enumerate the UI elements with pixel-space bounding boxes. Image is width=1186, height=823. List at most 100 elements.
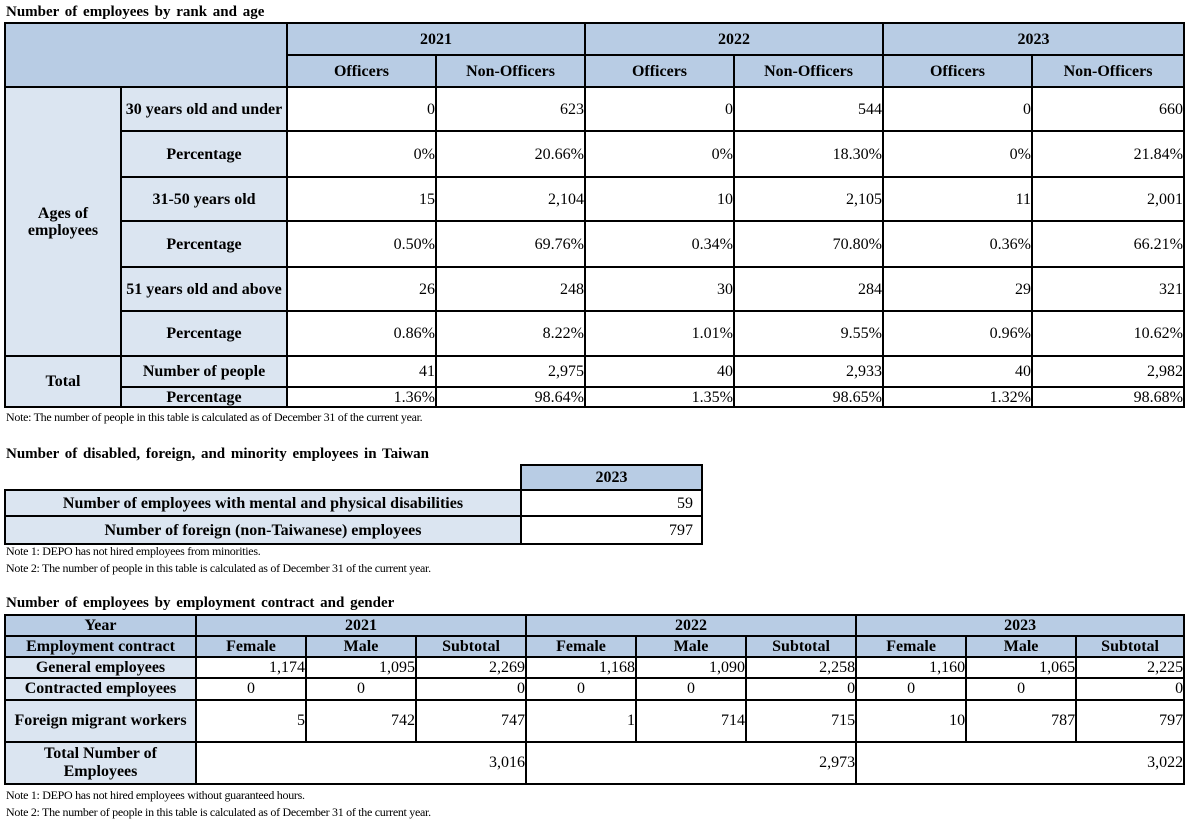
cell: 0 [965,677,1078,701]
table-row: Number of foreign (non-Taiwanese) employ… [4,515,703,545]
row-label: 30 years old and under [120,86,288,132]
row-label: Foreign migrant workers [4,699,197,743]
cell: 797 [520,515,703,545]
cell: 20.66% [435,130,586,178]
table-row: Percentage 1.36% 98.64% 1.35% 98.65% 1.3… [5,386,1185,408]
total-cell: 3,022 [855,741,1186,785]
cell: 1,160 [855,656,968,679]
row-label: Percentage [120,130,288,178]
ages-group-label: Ages of employees [4,86,122,357]
cell: 0 [305,677,417,701]
diversity-note-2: Note 2: The number of people in this tab… [6,561,431,575]
table-row: 51 years old and above 26 248 30 284 29 … [5,266,1185,312]
cell: 15 [286,176,437,222]
row-label: 51 years old and above [120,266,288,312]
total-cell: 2,973 [525,741,858,785]
cell: 660 [1031,86,1185,132]
table-row: Number of employees with mental and phys… [4,489,703,517]
subtotal-header: Subtotal [414,635,528,658]
cell: 0 [286,86,437,132]
cell: 10.62% [1031,310,1185,357]
year-header: 2022 [584,22,884,56]
male-header: Male [635,635,748,658]
row-label: Number of people [120,355,288,388]
cell: 5 [195,699,307,743]
female-header: Female [195,635,307,658]
cell: 40 [584,355,735,388]
rank-age-table: 2021 2022 2023 Officers Non-Officers Off… [4,22,1185,408]
officers-header: Officers [584,54,735,88]
subtotal-header: Subtotal [745,635,858,658]
diversity-note-1: Note 1: DEPO has not hired employees fro… [6,544,261,558]
cell: 1,090 [635,656,748,679]
cell: 1,174 [195,656,307,679]
cell: 8.22% [435,310,586,357]
cell: 742 [305,699,417,743]
table-row: Total Number of people 41 2,975 40 2,933… [4,355,1185,408]
non-officers-header: Non-Officers [435,54,586,88]
cell: 69.76% [435,220,586,268]
table-row: Percentage 0% 20.66% 0% 18.30% 0% 21.84% [5,130,1185,178]
cell: 40 [882,355,1033,388]
total-group-label: Total [4,355,122,408]
row-label: General employees [4,656,197,679]
cell: 544 [733,86,884,132]
rank-age-table-title: Number of employees by rank and age [6,4,265,20]
cell: 0.50% [286,220,437,268]
row-label: Number of employees with mental and phys… [4,489,522,517]
table-row: 31-50 years old 15 2,104 10 2,105 11 2,0… [5,176,1185,222]
year-header: 2023 [855,614,1186,637]
row-label: Total Number of Employees [4,741,197,785]
total-cell: 3,016 [194,741,528,785]
cell: 2,269 [414,656,528,679]
cell: 30 [584,266,735,312]
year-header: 2021 [194,614,528,637]
cell: 0.86% [286,310,437,357]
cell: 2,001 [1031,176,1185,222]
officers-header: Officers [882,54,1033,88]
cell: 2,225 [1075,656,1186,679]
table-row: Ages of employees 30 years old and under… [4,86,1185,357]
row-label: Contracted employees [4,677,197,701]
non-officers-header: Non-Officers [733,54,884,88]
cell: 0% [882,130,1033,178]
male-header: Male [965,635,1078,658]
cell: 98.65% [733,386,884,408]
year-header: 2023 [520,464,703,491]
year-header: 2022 [525,614,858,637]
row-label: Number of foreign (non-Taiwanese) employ… [4,515,522,545]
cell: 0.34% [584,220,735,268]
cell: 715 [745,699,858,743]
table-row: Percentage 0.50% 69.76% 0.34% 70.80% 0.3… [5,220,1185,268]
cell: 98.64% [435,386,586,408]
rank-age-note: Note: The number of people in this table… [6,410,423,424]
cell: 623 [435,86,586,132]
contract-gender-table-title: Number of employees by employment contra… [6,595,395,611]
cell: 0.36% [882,220,1033,268]
header-corner-cell [4,22,288,88]
table-row: Contracted employees 0 0 0 0 0 0 0 0 0 [4,677,1186,701]
year-header: 2023 [882,22,1185,56]
female-header: Female [855,635,968,658]
cell: 714 [635,699,748,743]
cell: 0% [286,130,437,178]
cell: 321 [1031,266,1185,312]
year-header: 2021 [286,22,586,56]
cell: 0.96% [882,310,1033,357]
cell: 1.35% [584,386,735,408]
cell: 1,168 [525,656,638,679]
cell: 284 [733,266,884,312]
cell: 0 [882,86,1033,132]
female-header: Female [525,635,638,658]
cell: 2,975 [435,355,586,388]
cell: 26 [286,266,437,312]
contract-note-2: Note 2: The number of people in this tab… [6,805,431,819]
cell: 1.32% [882,386,1033,408]
table-row: General employees 1,174 1,095 2,269 1,16… [4,656,1186,679]
cell: 1.36% [286,386,437,408]
cell: 70.80% [733,220,884,268]
cell: 98.68% [1031,386,1185,408]
cell: 2,982 [1031,355,1185,388]
diversity-table: 2023 Number of employees with mental and… [4,464,703,545]
contract-gender-table: Year 2021 2022 2023 Employment contract … [4,614,1186,785]
